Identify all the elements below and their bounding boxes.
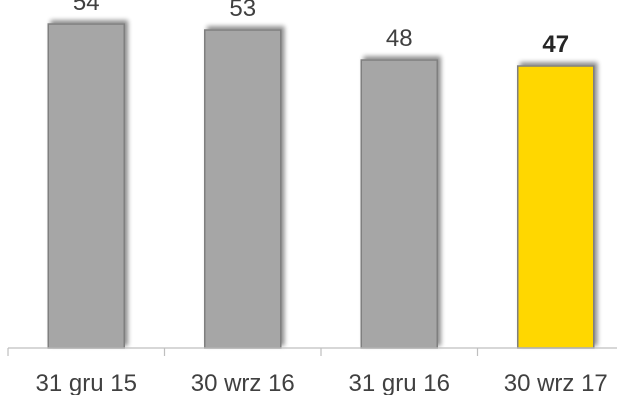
bar-4: [517, 65, 595, 349]
data-label-2: 53: [229, 0, 256, 22]
data-label-1: 54: [73, 0, 100, 16]
x-tick-label-2: 30 wrz 16: [191, 370, 295, 395]
data-label-4: 47: [542, 31, 569, 58]
x-axis-labels: 31 gru 15 30 wrz 16 31 gru 16 30 wrz 17: [36, 370, 608, 395]
x-tick-label-3: 31 gru 16: [349, 370, 450, 395]
x-tick-label-1: 31 gru 15: [36, 370, 137, 395]
bars: [47, 23, 595, 349]
x-tick-label-4: 30 wrz 17: [504, 370, 608, 395]
bar-1: [47, 23, 125, 349]
data-label-3: 48: [386, 25, 413, 52]
x-axis-ticks: [7, 348, 479, 356]
bar-2: [204, 29, 282, 349]
bar-3: [360, 59, 438, 349]
data-labels: 54 53 48 47: [73, 0, 569, 58]
